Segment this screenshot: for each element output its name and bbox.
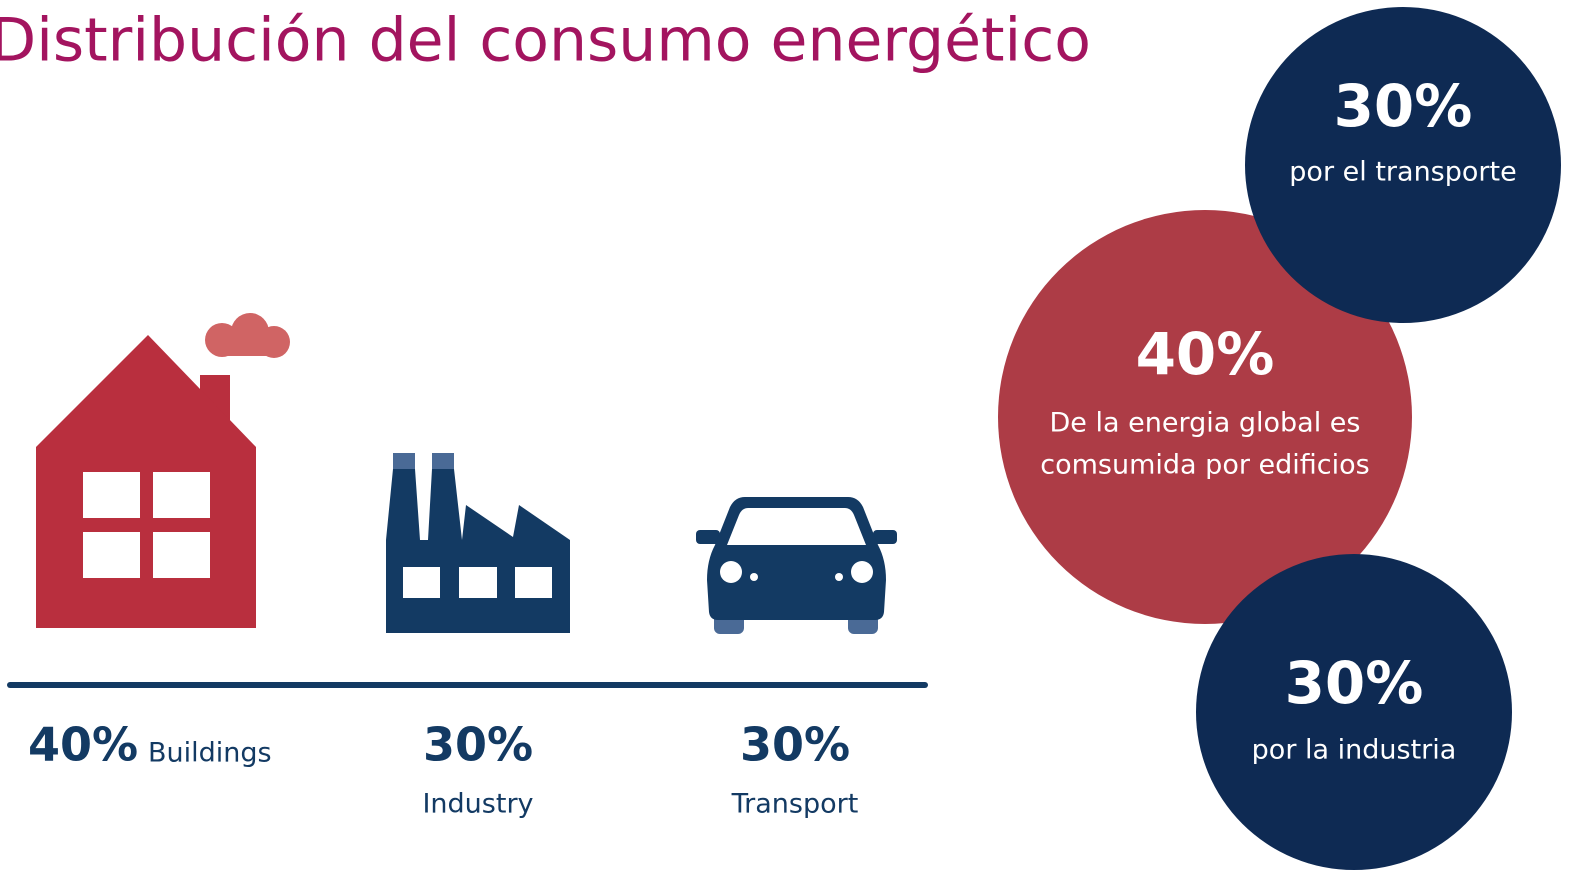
bubble-percent: 40% (1136, 320, 1275, 388)
bubble (1245, 7, 1561, 323)
bubble-text: De la energia global es (1050, 408, 1361, 439)
bubble (998, 210, 1412, 624)
bubble-percent: 30% (1334, 72, 1473, 140)
sector-label: Industry (422, 789, 533, 820)
bubble-text: por el transporte (1289, 157, 1516, 188)
bubble-text: comsumida por edificios (1040, 450, 1369, 481)
car-icon (696, 497, 897, 634)
sector-percent: 30% (740, 718, 850, 772)
title: Distribución del consumo energético (0, 6, 1091, 76)
house-icon (36, 313, 290, 628)
sector-percent: 40% (28, 718, 138, 772)
bubble-percent: 30% (1285, 649, 1424, 717)
bubble (1196, 554, 1512, 870)
sector-label: Buildings (148, 738, 272, 769)
bubble-text: por la industria (1252, 735, 1457, 766)
sector-percent: 30% (423, 718, 533, 772)
factory-icon (386, 453, 570, 633)
sector-label: Transport (731, 789, 859, 820)
